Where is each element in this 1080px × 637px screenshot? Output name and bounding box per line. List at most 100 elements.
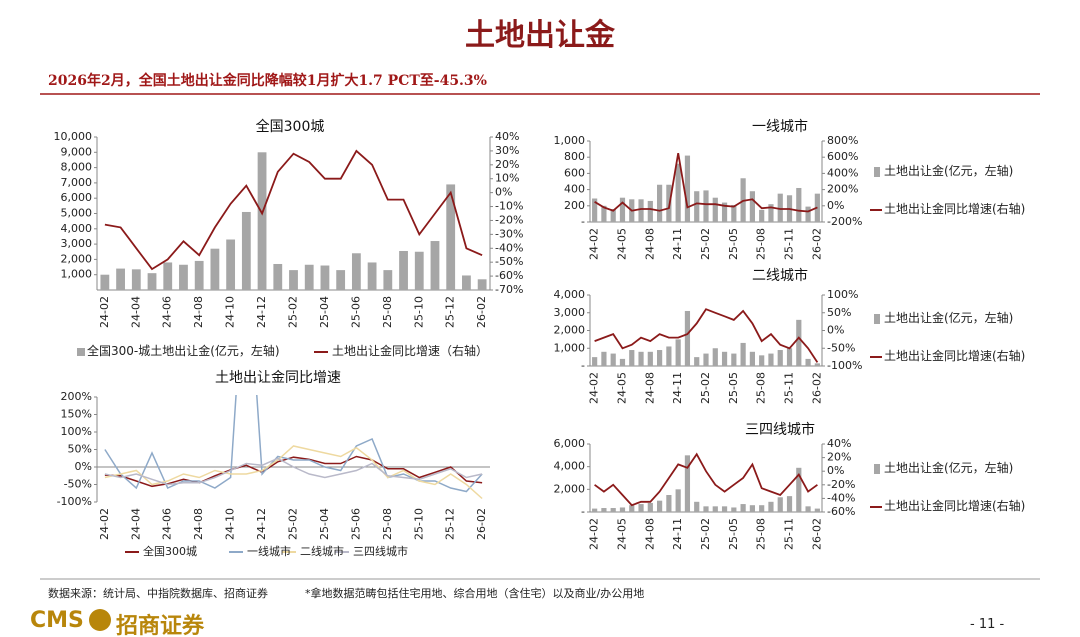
y2-tick-label: 800% (827, 134, 858, 147)
bar (684, 155, 691, 222)
x-tick-label: 25-05 (727, 228, 740, 260)
x-tick-label: 24-02 (588, 228, 601, 260)
y2-tick-label: 600% (827, 150, 858, 163)
y2-tick-label: 200% (827, 183, 858, 196)
bar (462, 275, 471, 290)
slide-subtitle: 2026年2月，全国土地出让金同比降幅较1月扩大1.7 PCT至-45.3% (48, 73, 487, 89)
bar (796, 467, 802, 512)
bar (694, 357, 700, 366)
x-tick-label: 25-05 (727, 518, 740, 550)
y2-tick-label: -50% (827, 341, 855, 354)
x-tick-label: 26-02 (810, 372, 823, 404)
bar (786, 348, 793, 366)
y2-tick-label: -60% (827, 505, 855, 518)
x-tick-label: 25-12 (444, 296, 457, 328)
bar (304, 264, 314, 290)
x-tick-label: 25-02 (287, 296, 300, 328)
bar (712, 197, 718, 222)
y-tick-label: 1,000 (554, 134, 586, 147)
x-tick-label: 24-08 (643, 518, 656, 550)
bar (703, 506, 709, 512)
bar (703, 353, 709, 366)
y-tick-label: 1,000 (554, 341, 586, 354)
x-tick-label: 25-02 (699, 518, 712, 550)
bar (241, 211, 251, 290)
bar (768, 353, 774, 366)
x-tick-label: 25-10 (412, 508, 425, 540)
legend-swatch (874, 464, 880, 474)
bar (477, 279, 487, 290)
x-tick-label: 25-04 (318, 296, 331, 328)
y2-tick-label: -20% (495, 213, 523, 226)
bar (657, 350, 663, 366)
x-tick-label: 24-06 (161, 296, 174, 328)
bar (383, 270, 393, 290)
bar (647, 200, 653, 222)
y2-tick-label: 0% (495, 186, 512, 199)
bar (619, 507, 626, 512)
y2-tick-label: -60% (495, 269, 523, 282)
x-tick-label: 24-04 (129, 508, 142, 540)
y2-tick-label: -20% (827, 478, 855, 491)
bar (100, 274, 110, 290)
x-tick-label: 25-02 (699, 372, 712, 404)
y2-tick-label: 10% (495, 172, 519, 185)
bar (768, 501, 774, 512)
y2-tick-label: 40% (495, 130, 519, 143)
x-tick-label: 24-05 (615, 228, 628, 260)
bar (592, 198, 598, 222)
bar (638, 351, 644, 366)
y-tick-label: 1,000 (61, 268, 93, 281)
legend-label: 三四线城市 (353, 545, 408, 558)
bar (796, 319, 802, 366)
x-tick-label: 24-02 (588, 518, 601, 550)
bar (116, 268, 125, 290)
bar (768, 204, 774, 222)
x-tick-label: 25-05 (727, 372, 740, 404)
x-tick-label: 25-02 (699, 228, 712, 260)
x-tick-label: 25-02 (287, 508, 300, 540)
y-tick-label: 6,000 (61, 191, 93, 204)
bar (712, 348, 718, 366)
bar (226, 239, 236, 290)
x-tick-label: 26-02 (810, 518, 823, 550)
legend-label: 土地出让金同比增速(右轴) (884, 499, 1026, 513)
bar (712, 506, 718, 512)
bar (740, 504, 746, 512)
legend-swatch (77, 348, 85, 356)
legend-label: 全国300城 (143, 545, 197, 558)
bar (414, 251, 424, 290)
legend-label: 土地出让金(亿元，左轴) (884, 164, 1014, 178)
x-tick-label: 24-08 (643, 228, 656, 260)
y-tick-label: 600 (564, 166, 585, 179)
bar (666, 495, 672, 512)
y-tick-label: 50% (68, 443, 92, 456)
legend-label: 土地出让金(亿元，左轴) (884, 311, 1014, 325)
y-tick-label: - (581, 505, 585, 518)
x-tick-label: 24-11 (671, 518, 684, 550)
bar (759, 505, 765, 512)
y-tick-label: 2,000 (554, 482, 586, 495)
y-tick-label: 800 (564, 150, 585, 163)
y-tick-label: 5,000 (61, 207, 93, 220)
line (594, 153, 818, 213)
bar (805, 206, 811, 222)
x-tick-label: 25-12 (444, 508, 457, 540)
bar (684, 455, 691, 512)
y2-tick-label: 50% (827, 306, 851, 319)
y-tick-label: 2,000 (554, 324, 586, 337)
y2-tick-label: -30% (495, 227, 523, 240)
bar (638, 504, 644, 512)
bar (675, 339, 681, 366)
bar (721, 202, 728, 222)
y2-tick-label: 20% (827, 451, 851, 464)
y-tick-label: 4,000 (554, 288, 586, 301)
bar (163, 262, 173, 290)
y-tick-label: 4,000 (554, 460, 586, 473)
bar (675, 489, 681, 512)
bar (210, 248, 220, 290)
bar (759, 355, 765, 366)
x-tick-label: 24-05 (615, 372, 628, 404)
bar (805, 506, 811, 512)
x-tick-label: 25-08 (381, 296, 394, 328)
